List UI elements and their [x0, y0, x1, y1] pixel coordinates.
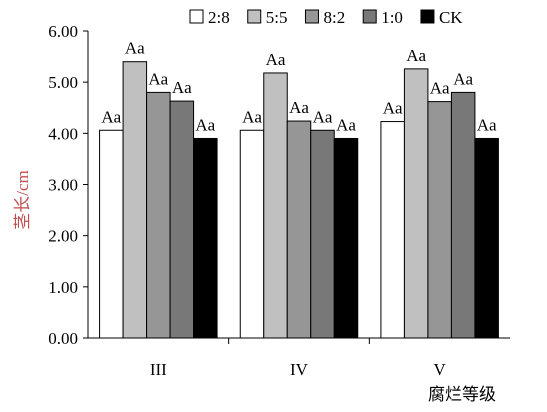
data-label: Aa: [172, 78, 192, 97]
bar: [286, 120, 312, 339]
x-axis: III IV V: [88, 337, 510, 379]
bar: [169, 100, 195, 339]
bar: [239, 129, 265, 339]
x-axis-title: 腐烂等级: [428, 385, 496, 404]
bar: [380, 121, 405, 339]
bar: [450, 91, 476, 339]
data-label: Aa: [125, 39, 145, 58]
bar: [99, 129, 124, 339]
legend-label: 2:8: [208, 8, 230, 27]
legend-swatch: [247, 9, 262, 24]
legend-swatch: [420, 9, 435, 24]
bar: [474, 137, 499, 339]
legend-label: 5:5: [266, 8, 288, 27]
bar: [427, 101, 452, 339]
data-label: Aa: [477, 115, 497, 134]
data-label: Aa: [195, 115, 215, 134]
y-tick-label: 6.00: [48, 22, 78, 41]
bars-group: [99, 61, 499, 339]
bar: [333, 137, 359, 339]
legend-swatch: [304, 9, 319, 24]
data-label: Aa: [406, 46, 426, 65]
y-axis: 0.00 1.00 2.00 3.00 4.00 5.00 6.00: [48, 22, 89, 348]
data-label: Aa: [383, 99, 403, 118]
bar: [403, 68, 429, 339]
bar: [193, 137, 218, 339]
y-tick-label: 5.00: [48, 73, 78, 92]
data-label: Aa: [242, 107, 262, 126]
data-label: Aa: [336, 115, 356, 134]
y-tick-label: 0.00: [48, 329, 78, 348]
legend-label: CK: [439, 8, 463, 27]
bar: [310, 129, 335, 339]
legend-label: 8:2: [323, 8, 345, 27]
bar: [122, 61, 148, 339]
data-label: Aa: [101, 107, 121, 126]
data-label: Aa: [430, 79, 450, 98]
x-tick-label: IV: [290, 360, 309, 379]
data-label: Aa: [313, 107, 333, 126]
legend-swatch: [362, 9, 377, 24]
bar: [263, 72, 288, 339]
y-axis-title: 茎长/cm: [13, 170, 32, 230]
legend-label: 1:0: [381, 8, 403, 27]
y-tick-label: 2.00: [48, 227, 78, 246]
bar: [146, 91, 171, 339]
data-label: Aa: [289, 98, 309, 117]
legend: 2:8 5:5 8:2 1:0 CK: [189, 8, 463, 27]
y-tick-label: 3.00: [48, 176, 78, 195]
y-tick-label: 1.00: [48, 278, 78, 297]
y-tick-label: 4.00: [48, 124, 78, 143]
legend-swatch: [189, 9, 204, 24]
x-tick-label: V: [434, 360, 447, 379]
data-label: Aa: [148, 69, 168, 88]
data-label: Aa: [266, 50, 286, 69]
x-tick-label: III: [150, 360, 167, 379]
data-label: Aa: [453, 69, 473, 88]
